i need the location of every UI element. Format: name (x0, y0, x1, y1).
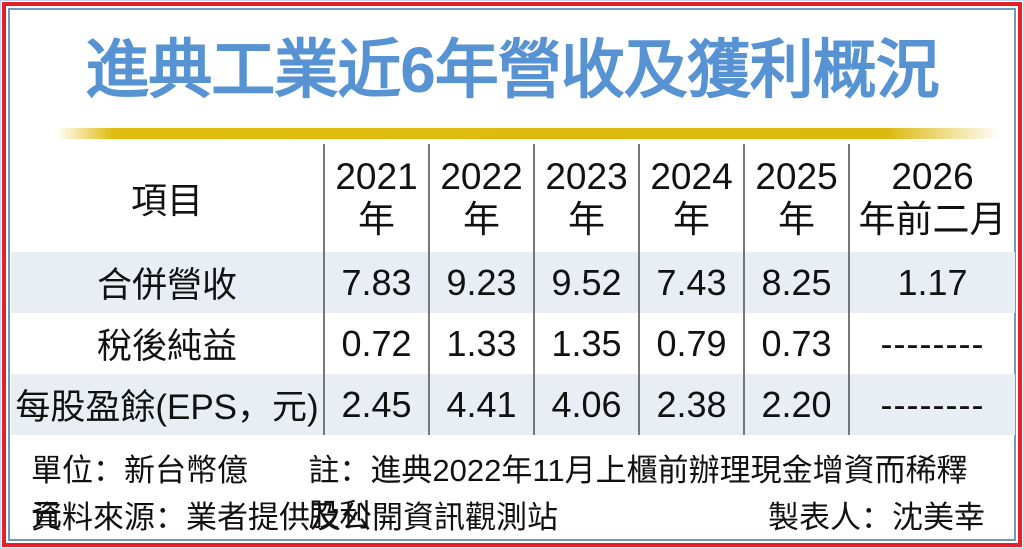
year-suffix: 年 (358, 199, 395, 240)
table-cell-empty: -------- (848, 374, 1015, 435)
table-cell: 2.45 (323, 374, 428, 435)
author-note: 製表人：沈美幸 (768, 500, 985, 535)
page-title: 進典工業近6年營收及獲利概況 (85, 34, 940, 106)
table-cell: 1.17 (848, 252, 1015, 313)
column-header-year: 2023 年 (533, 144, 638, 252)
column-header-item: 項目 (130, 180, 203, 221)
year-number: 2021 (335, 156, 418, 197)
row-label-net-profit: 稅後純益 (96, 327, 237, 366)
table-cell: 0.73 (743, 313, 848, 374)
table-cell: 4.06 (533, 374, 638, 435)
year-suffix: 年 (568, 199, 605, 240)
row-label-revenue: 合併營收 (11, 252, 323, 313)
year-suffix: 年 (463, 199, 500, 240)
column-header-year: 2026 年前二月 (848, 144, 1015, 252)
footer-line-1: 單位：新台幣億元 註：進典2022年11月上櫃前辦理現金增資而稀釋股利 (31, 445, 993, 535)
source-note: 資料來源：業者提供及公開資訊觀測站 (31, 500, 558, 535)
table-cell-empty: -------- (848, 313, 1015, 374)
table-cell: 0.72 (323, 313, 428, 374)
column-header-year: 2022 年 (428, 144, 533, 252)
column-header-year: 2024 年 (638, 144, 743, 252)
table-cell: 7.83 (323, 252, 428, 313)
table-cell: 0.79 (638, 313, 743, 374)
year-suffix: 年 (673, 199, 710, 240)
unit-note: 單位：新台幣億元 (31, 453, 248, 533)
table-cell: 2.38 (638, 374, 743, 435)
row-label-eps: 每股盈餘(EPS，元) (11, 374, 323, 435)
table-cell: 7.43 (638, 252, 743, 313)
data-table: 項目 2021 年 2022 年 2023 年 2024 年 2025 年 20… (11, 144, 1015, 435)
table-cell: 1.33 (428, 313, 533, 374)
remark-note: 註：進典2022年11月上櫃前辦理現金增資而稀釋股利 (308, 453, 968, 533)
year-suffix: 年前二月 (858, 199, 1007, 240)
column-header-year: 2025 年 (743, 144, 848, 252)
column-header-year: 2021 年 (323, 144, 428, 252)
year-number: 2024 (650, 156, 733, 197)
footer-line-2: 資料來源：業者提供及公開資訊觀測站 製表人：沈美幸 (31, 492, 985, 537)
table-cell: 1.35 (533, 313, 638, 374)
year-number: 2026 (891, 156, 974, 197)
title-underline-bar (56, 128, 1001, 139)
table-cell: 9.23 (428, 252, 533, 313)
year-suffix: 年 (778, 199, 815, 240)
year-number: 2025 (755, 156, 838, 197)
table-cell: 2.20 (743, 374, 848, 435)
table-cell: 4.41 (428, 374, 533, 435)
year-number: 2022 (440, 156, 523, 197)
table-cell: 9.52 (533, 252, 638, 313)
table-cell: 8.25 (743, 252, 848, 313)
year-number: 2023 (545, 156, 628, 197)
